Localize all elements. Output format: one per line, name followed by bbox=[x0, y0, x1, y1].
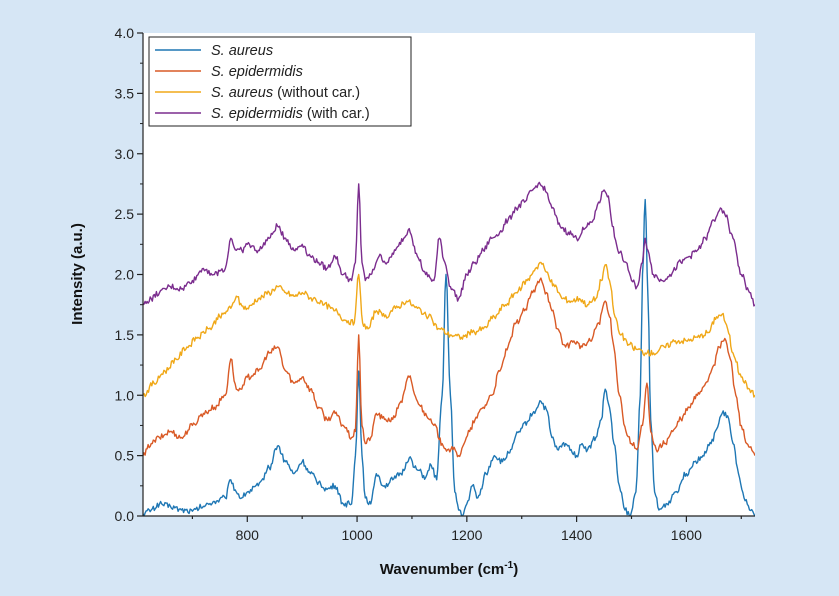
legend-label: S. aureus (without car.) bbox=[211, 85, 360, 101]
x-axis-title-end: ) bbox=[513, 561, 518, 578]
x-tick-label: 1200 bbox=[451, 527, 482, 543]
legend-label: S. epidermidis bbox=[211, 64, 303, 80]
x-tick-label: 800 bbox=[236, 527, 260, 543]
y-tick-label: 2.5 bbox=[115, 206, 135, 222]
legend-label-species: S. aureus bbox=[211, 85, 273, 101]
axes-layer: 0.0 0.5 1.0 1.5 2.0 2.5 3.0 3.5 4.0 800 1000 1200 14… bbox=[115, 25, 755, 543]
x-tick-label: 1000 bbox=[341, 527, 372, 543]
y-tick-label: 4.0 bbox=[115, 25, 135, 41]
legend: S. aureus S. epidermidis S. aureus (withou… bbox=[148, 36, 412, 127]
series-line-1 bbox=[143, 277, 755, 458]
x-axis-title-main: Wavenumber (cm bbox=[380, 561, 504, 578]
legend-label-species: S. aureus bbox=[211, 43, 273, 59]
legend-label-condition: (with car.) bbox=[303, 106, 370, 122]
series-line-3 bbox=[143, 181, 755, 307]
series-layer bbox=[143, 181, 755, 516]
y-tick-label: 3.0 bbox=[115, 146, 135, 162]
x-axis-title: Wavenumber (cm-1) bbox=[380, 560, 518, 578]
x-axis-title-superscript: -1 bbox=[504, 560, 513, 571]
legend-label-condition: (without car.) bbox=[273, 85, 360, 101]
legend-label-species: S. epidermidis bbox=[211, 106, 303, 122]
y-tick-label: 0.5 bbox=[115, 448, 135, 464]
series-line-2 bbox=[143, 261, 755, 398]
y-tick-label: 1.5 bbox=[115, 327, 135, 343]
y-tick-label: 3.5 bbox=[115, 85, 135, 101]
legend-label: S. epidermidis (with car.) bbox=[211, 106, 370, 122]
y-tick-label: 2.0 bbox=[115, 267, 135, 283]
legend-label-species: S. epidermidis bbox=[211, 64, 303, 80]
legend-label: S. aureus bbox=[211, 43, 273, 59]
series-line-0 bbox=[143, 198, 755, 516]
y-tick-label: 0.0 bbox=[115, 508, 135, 524]
x-tick-label: 1600 bbox=[671, 527, 702, 543]
y-tick-label: 1.0 bbox=[115, 387, 135, 403]
legend-box bbox=[148, 36, 412, 127]
y-axis-title: Intensity (a.u.) bbox=[69, 223, 86, 325]
x-tick-label: 1400 bbox=[561, 527, 592, 543]
